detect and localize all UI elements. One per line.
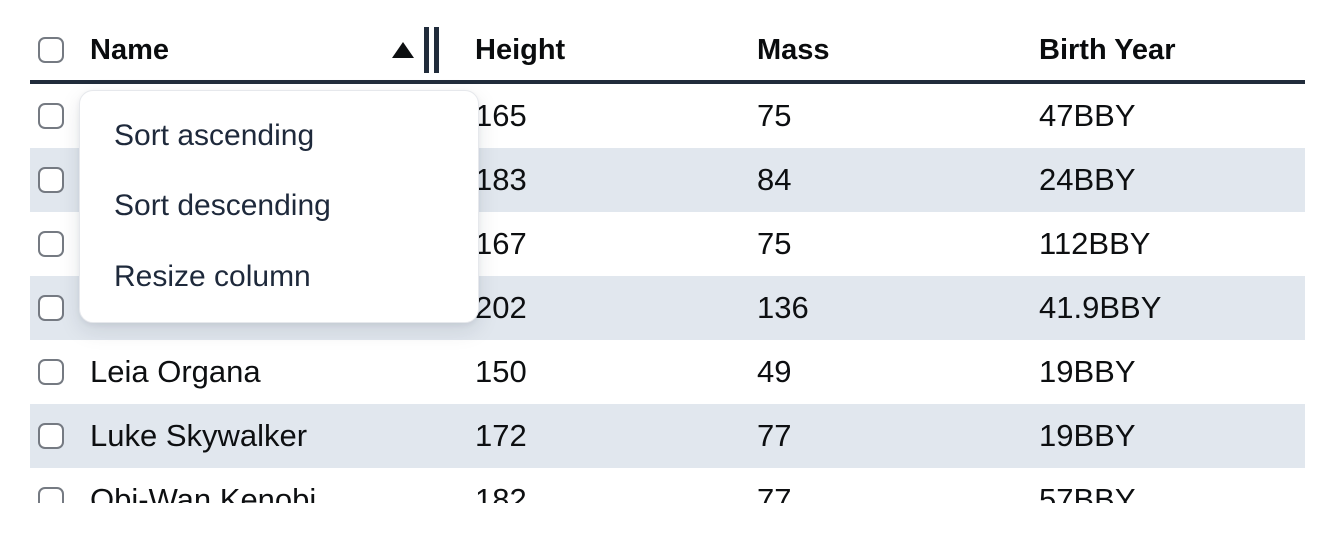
- column-header-name-label: Name: [90, 33, 169, 66]
- row-checkbox[interactable]: [38, 103, 64, 129]
- column-header-birth-year[interactable]: Birth Year: [1039, 33, 1176, 66]
- cell-mass: 75: [757, 226, 792, 261]
- row-checkbox[interactable]: [38, 359, 64, 385]
- cell-name: Luke Skywalker: [90, 418, 308, 453]
- cell-mass: 49: [757, 354, 792, 389]
- cell-height: 167: [475, 226, 527, 261]
- cell-birth-year: 57BBY: [1039, 482, 1136, 503]
- table-header-row: Name Height Mass Birth Year: [30, 20, 1305, 84]
- table-row: Leia Organa 150 49 19BBY: [30, 340, 1305, 404]
- cell-birth-year: 47BBY: [1039, 98, 1136, 133]
- cell-height: 182: [475, 482, 527, 503]
- sort-ascending-indicator-icon: [392, 42, 414, 58]
- cell-name: Obi-Wan Kenobi: [90, 482, 317, 503]
- data-table: Name Height Mass Birth Year 165 75 47BBY…: [30, 20, 1305, 503]
- table-row: 167 75 112BBY: [30, 212, 1305, 276]
- row-checkbox[interactable]: [38, 295, 64, 321]
- table-row: Luke Skywalker 172 77 19BBY: [30, 404, 1305, 468]
- menu-item-sort-ascending[interactable]: Sort ascending: [114, 119, 315, 153]
- cell-height: 150: [475, 354, 527, 389]
- row-checkbox[interactable]: [38, 423, 64, 449]
- cell-height: 172: [475, 418, 527, 453]
- row-checkbox[interactable]: [38, 231, 64, 257]
- table-row: 202 136 41.9BBY: [30, 276, 1305, 340]
- select-all-cell: [30, 37, 78, 63]
- column-context-menu: Sort ascending Sort descending Resize co…: [79, 90, 479, 323]
- column-header-name[interactable]: Name: [78, 27, 460, 73]
- row-checkbox[interactable]: [38, 487, 64, 503]
- table-row: Obi-Wan Kenobi 182 77 57BBY: [30, 468, 1305, 503]
- cell-height: 202: [475, 290, 527, 325]
- column-resize-handle-icon[interactable]: [424, 27, 439, 73]
- column-header-height[interactable]: Height: [475, 33, 566, 66]
- cell-mass: 77: [757, 482, 792, 503]
- table-row: 165 75 47BBY: [30, 84, 1305, 148]
- cell-mass: 136: [757, 290, 809, 325]
- cell-mass: 77: [757, 418, 792, 453]
- cell-birth-year: 112BBY: [1039, 226, 1151, 261]
- cell-mass: 84: [757, 162, 792, 197]
- cell-height: 165: [475, 98, 527, 133]
- cell-birth-year: 41.9BBY: [1039, 290, 1162, 325]
- menu-item-sort-descending[interactable]: Sort descending: [114, 189, 331, 223]
- select-all-checkbox[interactable]: [38, 37, 64, 63]
- cell-birth-year: 19BBY: [1039, 418, 1136, 453]
- cell-name: Leia Organa: [90, 354, 261, 389]
- menu-item-resize-column[interactable]: Resize column: [114, 259, 311, 293]
- cell-birth-year: 24BBY: [1039, 162, 1136, 197]
- column-header-mass[interactable]: Mass: [757, 33, 830, 66]
- cell-birth-year: 19BBY: [1039, 354, 1136, 389]
- cell-height: 183: [475, 162, 527, 197]
- cell-mass: 75: [757, 98, 792, 133]
- row-checkbox[interactable]: [38, 167, 64, 193]
